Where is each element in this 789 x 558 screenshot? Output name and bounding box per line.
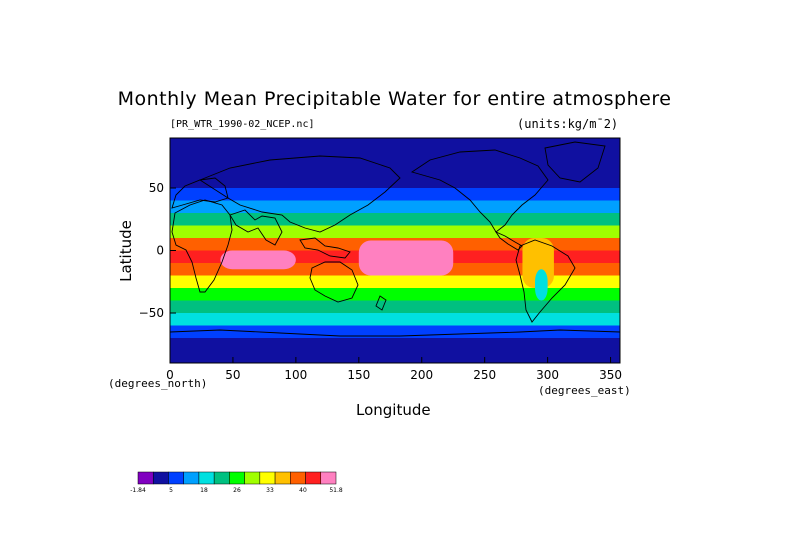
coastline-maritime-continent (299, 237, 351, 259)
heat-band (170, 275, 620, 288)
y-tick-label: −50 (139, 306, 164, 320)
colorbar-label: 26 (233, 487, 241, 494)
heat-band (170, 313, 620, 326)
x-axis-ticks: 0 50 100 150 200 250 300 350 (166, 357, 622, 382)
y-axis-units: (degrees_north) (108, 377, 208, 390)
units-label: (units:kg/m¯2) (517, 117, 619, 131)
coastline-australia (309, 261, 359, 303)
heat-band (170, 225, 620, 238)
coastline-north-america (410, 149, 549, 233)
heat-band (170, 138, 620, 163)
colorbar-swatch (137, 471, 154, 485)
coastline-africa (171, 199, 233, 293)
chart-title: Monthly Mean Precipitable Water for enti… (117, 88, 672, 110)
heat-band (170, 350, 620, 363)
heat-band (170, 188, 620, 201)
colorbar-label: 40 (299, 487, 307, 494)
y-tick-label: 50 (149, 181, 164, 195)
heat-region (220, 250, 296, 270)
colorbar-label: 18 (200, 487, 208, 494)
colorbar-label: 51.8 (329, 487, 343, 494)
colorbar-swatch (213, 471, 230, 485)
heat-band (170, 175, 620, 188)
colorbar-swatch (183, 471, 200, 485)
coastline-new-zealand (375, 295, 387, 311)
heat-band (170, 213, 620, 226)
colorbar-label: 33 (266, 487, 274, 494)
x-tick-label: 100 (284, 368, 307, 382)
heat-band (170, 200, 620, 213)
heat-band (170, 325, 620, 338)
coastline-south-america (515, 239, 576, 323)
colorbar-swatch (229, 471, 245, 485)
heat-region (358, 240, 454, 276)
x-tick-label: 200 (410, 368, 433, 382)
x-axis-units: (degrees_east) (538, 384, 631, 397)
colorbar-swatch (320, 471, 337, 485)
colorbar-swatch (274, 471, 291, 485)
coastline-antarctica (169, 329, 621, 337)
y-tick-label: 0 (156, 244, 164, 258)
x-tick-label: 300 (536, 368, 559, 382)
heatmap-field (170, 138, 620, 363)
x-tick-label: 350 (599, 368, 622, 382)
heat-band (170, 288, 620, 301)
coastline-greenland (544, 141, 606, 183)
y-axis-ticks: 50 0 −50 (139, 181, 176, 320)
colorbar: -1.84 5 18 26 33 40 51.8 (130, 471, 343, 494)
x-tick-label: 250 (473, 368, 496, 382)
y-axis-label: Latitude (117, 220, 135, 282)
heat-band (170, 300, 620, 313)
colorbar-label: -1.84 (130, 487, 146, 494)
x-tick-label: 0 (166, 368, 174, 382)
coastline-south-asia (229, 209, 283, 246)
heat-band (170, 163, 620, 176)
coastline-central-america (494, 230, 523, 251)
heat-region (535, 269, 548, 301)
colorbar-swatch (305, 471, 322, 485)
x-axis-label: Longitude (356, 401, 431, 419)
colorbar-swatch (168, 471, 184, 485)
coastline-asia (199, 155, 401, 233)
colorbar-swatch (290, 471, 306, 485)
x-tick-label: 50 (225, 368, 240, 382)
colorbar-swatch (244, 471, 261, 485)
colorbar-label: 5 (169, 487, 173, 494)
colorbar-swatch (152, 471, 169, 485)
x-tick-label: 150 (347, 368, 370, 382)
heat-band (170, 338, 620, 351)
colorbar-swatch (259, 471, 276, 485)
colorbar-swatch (198, 471, 215, 485)
coastlines (169, 141, 621, 337)
coastline-europe (171, 177, 229, 209)
filename-label: [PR_WTR_1990-02_NCEP.nc] (170, 119, 315, 130)
